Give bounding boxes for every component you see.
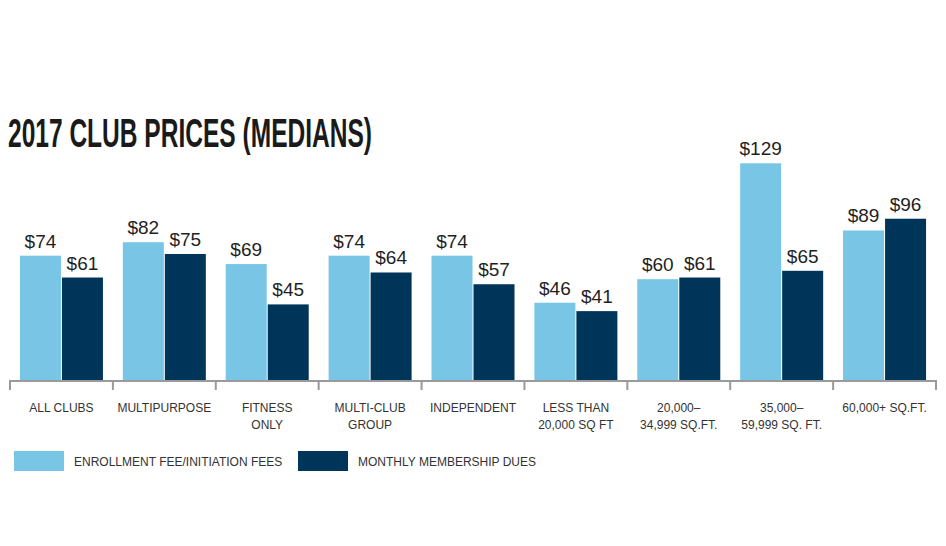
data-label: $65 [787,246,819,267]
data-label: $74 [436,231,468,252]
bar [637,279,678,380]
x-tick-label-line: MULTIPURPOSE [117,401,211,415]
x-tick-label-line: ALL CLUBS [29,401,93,415]
data-label: $82 [127,217,159,238]
x-tick-label-line: 34,999 SQ.FT. [640,418,717,432]
x-tick-label: 60,000+ SQ.FT. [842,401,926,415]
x-tick-label-line: ONLY [251,418,283,432]
x-tick-label: MULTIPURPOSE [117,401,211,415]
x-tick-label: LESS THAN 20,000 SQ FT [538,401,614,432]
x-tick-label-line: FITNESS [242,401,293,415]
bar [885,219,926,380]
x-tick-label-line: GROUP [348,418,392,432]
x-axis: ALL CLUBS MULTIPURPOSE FITNESS ONLY MULTI-CL… [10,380,936,432]
x-tick-label-line: 20,000 SQ FT [538,418,614,432]
legend-swatch [298,451,348,471]
chart: 2017 CLUB PRICES (MEDIANS)$74$82$69$74$7… [0,0,946,546]
bar [226,264,267,380]
bar [123,242,164,380]
bar [534,303,575,380]
legend-label: MONTHLY MEMBERSHIP DUES [358,455,536,469]
x-tick-label: 35,000– 59,999 SQ. FT. [741,401,822,432]
category-separator [935,380,937,390]
bar [371,272,412,380]
bar [268,304,309,380]
data-label: $129 [740,138,782,159]
legend-label: ENROLLMENT FEE/INITIATION FEES [74,455,282,469]
data-label: $89 [848,205,880,226]
x-tick-label-line: LESS THAN [543,401,609,415]
x-axis-line [10,380,936,382]
data-label: $60 [642,254,674,275]
bar [20,256,61,380]
data-label: $64 [375,247,407,268]
category-separator [421,380,423,390]
data-label: $96 [890,194,922,215]
category-separator [9,380,11,390]
x-tick-label: ALL CLUBS [29,401,93,415]
category-separator [112,380,114,390]
x-tick-label-line: 60,000+ SQ.FT. [842,401,926,415]
bar [329,256,370,380]
bar [432,256,473,380]
data-label: $75 [169,229,201,250]
data-label: $46 [539,278,571,299]
data-label: $41 [581,286,613,307]
x-tick-label-line: 20,000– [657,401,701,415]
data-label: $61 [67,253,99,274]
bar [165,254,206,380]
bar [740,163,781,380]
data-label: $61 [684,253,716,274]
category-separator [729,380,731,390]
bar [576,311,617,380]
category-separator [318,380,320,390]
data-label: $69 [230,239,262,260]
x-tick-label-line: INDEPENDENT [430,401,517,415]
x-tick-label-line: MULTI-CLUB [335,401,406,415]
x-tick-label: MULTI-CLUB GROUP [335,401,406,432]
category-separator [626,380,628,390]
bar [62,278,103,380]
bars [20,163,926,380]
bar [474,284,515,380]
x-tick-label: INDEPENDENT [430,401,517,415]
x-tick-label: 20,000– 34,999 SQ.FT. [640,401,717,432]
data-label: $74 [25,231,57,252]
title: 2017 CLUB PRICES (MEDIANS) [8,111,372,155]
x-tick-label: FITNESS ONLY [242,401,293,432]
x-tick-label-line: 59,999 SQ. FT. [741,418,822,432]
bar [843,230,884,380]
category-separator [523,380,525,390]
bar [782,271,823,380]
category-separator [215,380,217,390]
bar [679,278,720,380]
legend-swatch [14,451,64,471]
data-label: $74 [333,231,365,252]
data-label: $45 [272,279,304,300]
category-separator [832,380,834,390]
data-label: $57 [478,259,510,280]
legend: ENROLLMENT FEE/INITIATION FEES MONTHLY ME… [14,451,536,471]
data-labels: $74 $82 $69 $74 $74 $46 $60 $129 $89 $61 $75 $45 $64… [25,138,922,307]
x-tick-label-line: 35,000– [760,401,804,415]
